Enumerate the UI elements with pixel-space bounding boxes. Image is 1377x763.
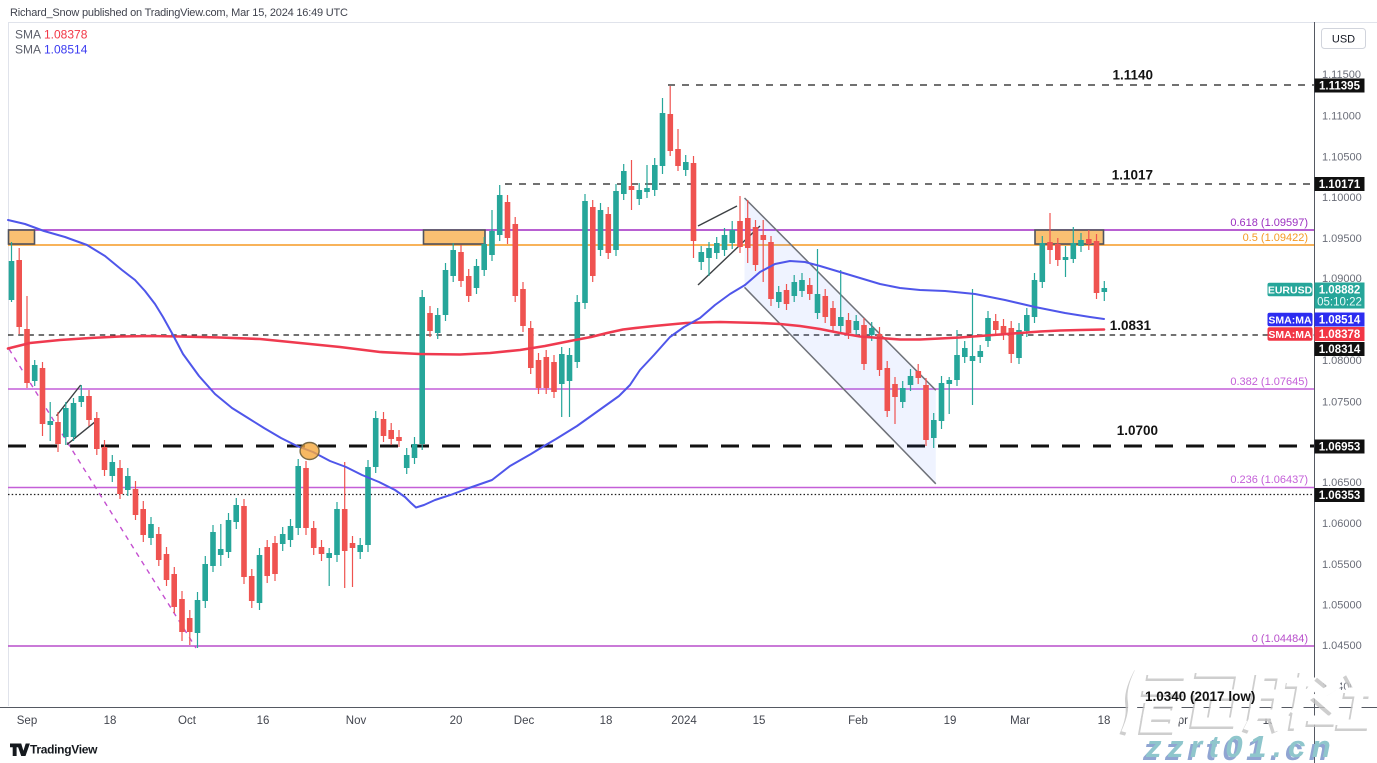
svg-text:Oct: Oct: [178, 715, 197, 727]
svg-text:Mar: Mar: [1010, 715, 1030, 727]
svg-text:Dec: Dec: [514, 715, 535, 727]
svg-text:1.11500: 1.11500: [1322, 69, 1361, 81]
svg-text:1.09500: 1.09500: [1322, 233, 1362, 245]
svg-text:16: 16: [257, 715, 270, 727]
svg-text:1.08514: 1.08514: [1319, 315, 1361, 327]
svg-text:1.11000: 1.11000: [1322, 111, 1361, 123]
svg-text:SMA:MA: SMA:MA: [1268, 329, 1312, 341]
svg-text:1.0700: 1.0700: [1117, 423, 1158, 438]
svg-text:18: 18: [1098, 715, 1111, 727]
svg-text:EURUSD: EURUSD: [1268, 284, 1313, 296]
svg-text:1.0340 (2017 low): 1.0340 (2017 low): [1145, 689, 1255, 704]
svg-text:1.08378: 1.08378: [1319, 329, 1361, 341]
svg-text:1.10000: 1.10000: [1322, 192, 1362, 204]
svg-text:SMA: SMA: [15, 28, 41, 42]
svg-text:SMA: SMA: [15, 43, 41, 57]
svg-text:zzrt01.cn: zzrt01.cn: [1145, 729, 1337, 763]
svg-text:18: 18: [600, 715, 613, 727]
svg-text:1.11395: 1.11395: [1319, 81, 1361, 93]
svg-text:Nov: Nov: [346, 715, 367, 727]
svg-text:Richard_Snow published on Trad: Richard_Snow published on TradingView.co…: [10, 7, 348, 19]
svg-text:20: 20: [450, 715, 463, 727]
svg-text:1.06353: 1.06353: [1319, 490, 1361, 502]
svg-text:1.05000: 1.05000: [1322, 600, 1362, 612]
svg-text:1.06953: 1.06953: [1319, 442, 1361, 454]
svg-text:18: 18: [104, 715, 117, 727]
svg-text:19: 19: [944, 715, 957, 727]
svg-text:1.07500: 1.07500: [1322, 397, 1362, 409]
svg-text:1.06000: 1.06000: [1322, 518, 1362, 530]
svg-text:05:10:22: 05:10:22: [1317, 297, 1362, 309]
svg-text:0.618 (1.09597): 0.618 (1.09597): [1230, 217, 1308, 229]
svg-text:0.5 (1.09422): 0.5 (1.09422): [1243, 232, 1308, 244]
svg-text:0.236 (1.06437): 0.236 (1.06437): [1230, 474, 1308, 486]
svg-text:Sep: Sep: [17, 715, 37, 727]
svg-text:1.05500: 1.05500: [1322, 559, 1362, 571]
svg-text:1.04500: 1.04500: [1322, 640, 1362, 652]
svg-text:0 (1.04484): 0 (1.04484): [1252, 633, 1308, 645]
svg-text:1.08000: 1.08000: [1322, 355, 1362, 367]
svg-text:1.09000: 1.09000: [1322, 273, 1362, 285]
svg-text:1.1017: 1.1017: [1112, 168, 1153, 183]
svg-text:1.08314: 1.08314: [1319, 344, 1361, 356]
svg-text:1.10500: 1.10500: [1322, 152, 1362, 164]
svg-text:SMA:MA: SMA:MA: [1268, 314, 1312, 326]
svg-text:1.10171: 1.10171: [1319, 179, 1361, 191]
svg-text:0.382 (1.07645): 0.382 (1.07645): [1230, 376, 1308, 388]
svg-text:1.0831: 1.0831: [1110, 318, 1152, 333]
svg-text:1.08378: 1.08378: [44, 28, 88, 42]
svg-text:1.08514: 1.08514: [44, 43, 88, 57]
svg-text:1.08882: 1.08882: [1319, 285, 1361, 297]
svg-text:zzrt01.cn: zzrt01.cn: [1142, 732, 1334, 763]
svg-text:1.06500: 1.06500: [1322, 477, 1362, 489]
svg-text:TradingView: TradingView: [30, 743, 98, 757]
svg-text:1.1140: 1.1140: [1112, 68, 1153, 83]
svg-text:Feb: Feb: [848, 715, 868, 727]
svg-text:2024: 2024: [671, 715, 697, 727]
svg-text:15: 15: [753, 715, 766, 727]
svg-text:USD: USD: [1332, 34, 1355, 46]
